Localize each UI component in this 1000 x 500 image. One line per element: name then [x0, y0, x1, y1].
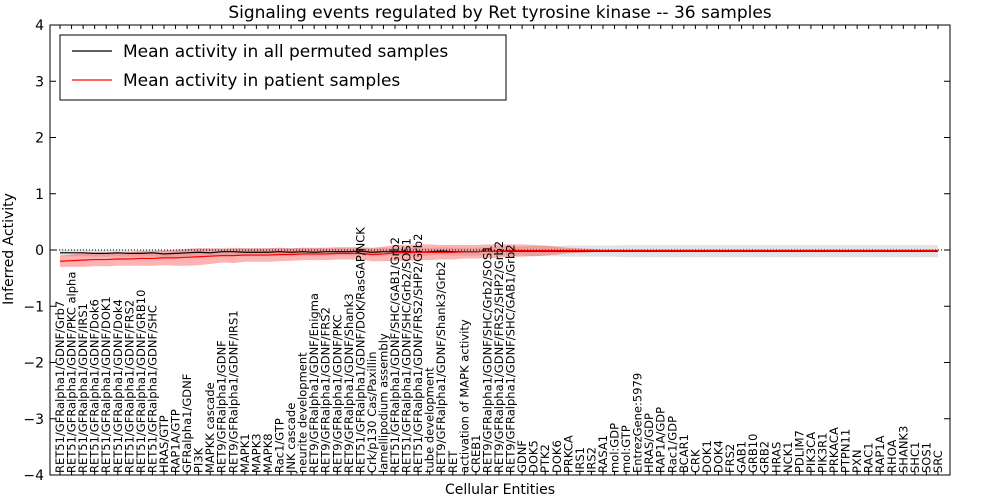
x-tick-label: RET — [446, 450, 460, 473]
x-tick-label: tube development — [423, 367, 437, 473]
x-tick-label: RET51/GFRalpha1/GDNF/Dok6 — [88, 299, 102, 473]
x-tick-label: SHANK3 — [896, 426, 910, 473]
x-tick-label: PXN — [850, 450, 864, 473]
x-tick-label: NCK1 — [781, 442, 795, 474]
legend: Mean activity in all permuted samples Me… — [59, 34, 507, 101]
x-tick-label: RET51/GFRalpha1/GDNF/Dok4 — [111, 299, 125, 473]
x-tick-label: PRKACA — [827, 427, 841, 473]
x-tick-label: RET9/GFRalpha1/GDNF/FRS2 — [319, 307, 333, 473]
legend-label-patient: Mean activity in patient samples — [123, 71, 400, 91]
x-tick-label: GDNF — [515, 440, 529, 473]
x-tick-label: HRAS/GDP — [642, 413, 656, 473]
x-tick-label: RHOA — [885, 440, 899, 473]
y-tick-label: −2 — [23, 356, 44, 372]
x-tick-label: RET9/GFRalpha1/GDNF/SHC/GAB1/Grb2 — [504, 244, 518, 473]
x-tick-label: PIK3R1 — [815, 433, 829, 474]
x-tick-label: PDLIM7 — [792, 430, 806, 473]
x-tick-label: MAPK3 — [249, 433, 263, 473]
y-tick-label: −3 — [23, 412, 44, 428]
x-tick-label: EntrezGene:5979 — [631, 373, 645, 473]
y-axis-label: Inferred Activity — [1, 193, 17, 305]
x-tick-label: RET9/GFRalpha1/GDNF/PKC — [330, 314, 344, 473]
legend-box — [59, 34, 507, 101]
plot-area: 43210−1−2−3−4RET51/GFRalpha1/GDNF/Grb7RE… — [23, 18, 951, 484]
x-tick-label: PTPN11 — [839, 429, 853, 473]
x-tick-label: RET51/GFRalpha1/GDNF/PKC alpha — [65, 272, 79, 473]
x-tick-label: RET9/GFRalpha1/GDNF/Enigma — [307, 293, 321, 473]
x-tick-label: RET9/GFRalpha1/GDNF/IRS1 — [226, 310, 240, 473]
x-tick-label: RET51/GFRalpha1/GDNF/IRS1 — [76, 303, 90, 473]
x-tick-label: RET51/GFRalpha1/GDNF/Grb7 — [53, 301, 67, 473]
x-tick-label: RAP1A/GDP — [654, 407, 668, 473]
y-tick-label: −1 — [23, 299, 44, 315]
x-tick-label: Rac1/GDP — [665, 416, 679, 473]
y-tick-label: 4 — [35, 18, 44, 34]
x-tick-label: RET9/GFRalpha1/GDNF/Shank3 — [342, 293, 356, 473]
x-tick-label: MAPK1 — [238, 433, 252, 473]
x-tick-label: BCAR1 — [677, 434, 691, 473]
x-tick-label: GRB2 — [758, 441, 772, 473]
x-tick-label: RAP1A — [873, 435, 887, 473]
x-tick-label: SHC1 — [908, 442, 922, 473]
x-tick-label: GRB10 — [746, 434, 760, 473]
x-tick-label: RET51/GFRalpha1/GDNF/SHC/Grb2/SOS1 — [400, 238, 414, 473]
x-tick-label: RET9/GFRalpha1/GDNF/SHC/Grb2/SOS1 — [480, 245, 494, 473]
x-tick-label: SRC — [931, 450, 945, 473]
x-tick-label: MAPKK cascade — [203, 382, 217, 473]
y-tick-label: 2 — [35, 131, 44, 147]
x-tick-label: RET51/GFRalpha1/GDNF/FRS2/SHP2/Grb2 — [411, 234, 425, 473]
x-tick-label: FRS2 — [723, 444, 737, 473]
x-tick-label: PI3K — [192, 447, 206, 473]
x-tick-label: RET9/GFRalpha1/GDNF/FRS2/SHP2/Grb2 — [492, 241, 506, 473]
x-axis-label: Cellular Entities — [445, 482, 555, 498]
x-tick-label: PTK2 — [538, 444, 552, 473]
y-tick-label: 3 — [35, 74, 44, 90]
x-tick-label: HRAS/GTP — [157, 415, 171, 473]
patient-series-line — [59, 249, 938, 262]
x-tick-label: activation of MAPK activity — [457, 319, 471, 473]
x-tick-label: RAP1A/GTP — [169, 409, 183, 473]
x-tick-label: RET51/GFRalpha1/GDNF/DOK/RasGAP/NCK — [353, 227, 367, 473]
x-tick-label: RET9/GFRalpha1/GDNF/Shank3/Grb2 — [434, 261, 448, 473]
x-tick-label: RET51/GFRalpha1/GDNF/SHC/GAB1/Grb2 — [388, 237, 402, 473]
x-tick-label: IRS2 — [584, 447, 598, 473]
x-tick-label: mol:GDP — [608, 423, 622, 473]
x-tick-label: CRK — [688, 449, 702, 473]
x-tick-label: SOS1 — [919, 442, 933, 473]
x-tick-label: RAC1 — [862, 442, 876, 473]
x-tick-label: JNK cascade — [284, 403, 298, 474]
x-tick-label: PRKCA — [561, 435, 575, 473]
y-tick-label: 0 — [35, 243, 44, 259]
y-tick-label: −4 — [23, 468, 44, 484]
y-tick-label: 1 — [35, 187, 44, 203]
x-tick-label: CREB1 — [469, 435, 483, 474]
x-tick-label: DOK1 — [700, 440, 714, 473]
x-tick-label: GFRalpha1/GDNF — [180, 374, 194, 473]
x-tick-label: RASA1 — [596, 435, 610, 473]
x-tick-label: GAB1 — [735, 441, 749, 473]
x-tick-label: Crk/p130 Cas/Paxillin — [365, 352, 379, 473]
x-tick-label: RET9/GFRalpha1/GDNF — [215, 340, 229, 473]
x-tick-label: RET51/GFRalpha1/GDNF/FRS2 — [122, 300, 136, 473]
x-tick-label: mol:GTP — [619, 425, 633, 473]
x-tick-label: RET51/GFRalpha1/GDNF/SHC — [145, 305, 159, 473]
x-tick-label: Rac1/GTP — [273, 418, 287, 473]
legend-label-permuted: Mean activity in all permuted samples — [123, 42, 448, 62]
x-tick-label: lamellipodium assembly — [376, 333, 390, 473]
x-tick-label: MAPK8 — [261, 433, 275, 473]
x-tick-label: DOK5 — [527, 440, 541, 473]
x-tick-label: PIK3CA — [804, 432, 818, 473]
x-tick-label: DOK4 — [712, 440, 726, 473]
x-tick-label: RET51/GFRalpha1/GDNF/GRB10 — [134, 290, 148, 473]
chart-title: Signaling events regulated by Ret tyrosi… — [228, 3, 771, 23]
x-tick-label: DOK6 — [550, 440, 564, 473]
x-tick-label: IRS1 — [573, 447, 587, 473]
x-tick-label: RET51/GFRalpha1/GDNF/DOK1 — [99, 296, 113, 473]
x-tick-label: HRAS — [769, 442, 783, 473]
x-tick-label: neurite development — [296, 352, 310, 473]
